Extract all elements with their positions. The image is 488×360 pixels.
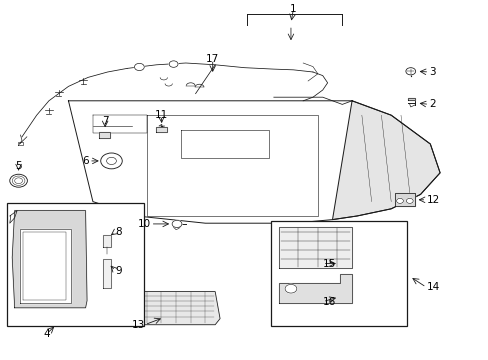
Circle shape — [405, 68, 415, 75]
FancyBboxPatch shape — [7, 203, 144, 326]
Text: 1: 1 — [289, 4, 296, 14]
Text: 9: 9 — [115, 266, 122, 276]
Text: 16: 16 — [322, 297, 335, 307]
Circle shape — [172, 220, 182, 228]
Text: 10: 10 — [137, 219, 150, 229]
Polygon shape — [12, 211, 87, 308]
Text: 15: 15 — [322, 258, 335, 269]
Circle shape — [169, 61, 178, 67]
Polygon shape — [332, 101, 439, 220]
Text: 7: 7 — [102, 116, 108, 126]
Text: 2: 2 — [428, 99, 435, 109]
Polygon shape — [156, 127, 167, 132]
Text: 17: 17 — [205, 54, 219, 64]
Polygon shape — [127, 292, 220, 325]
Text: 12: 12 — [426, 195, 439, 205]
Polygon shape — [278, 227, 351, 268]
Text: 13: 13 — [131, 320, 144, 330]
Text: 5: 5 — [15, 161, 22, 171]
Circle shape — [134, 63, 144, 71]
Polygon shape — [20, 229, 71, 303]
Text: 14: 14 — [426, 282, 439, 292]
Polygon shape — [278, 274, 351, 303]
Text: 3: 3 — [428, 67, 435, 77]
Circle shape — [285, 284, 296, 293]
Text: 4: 4 — [43, 329, 50, 339]
Polygon shape — [407, 98, 414, 100]
Circle shape — [10, 174, 27, 187]
Polygon shape — [99, 132, 110, 138]
Circle shape — [396, 198, 403, 203]
FancyBboxPatch shape — [271, 221, 407, 326]
Polygon shape — [102, 259, 111, 288]
Text: 11: 11 — [154, 110, 168, 120]
Text: 6: 6 — [82, 156, 89, 166]
Polygon shape — [102, 235, 111, 247]
Polygon shape — [394, 193, 414, 206]
Circle shape — [406, 198, 412, 203]
Text: 8: 8 — [115, 227, 122, 237]
Circle shape — [101, 153, 122, 169]
